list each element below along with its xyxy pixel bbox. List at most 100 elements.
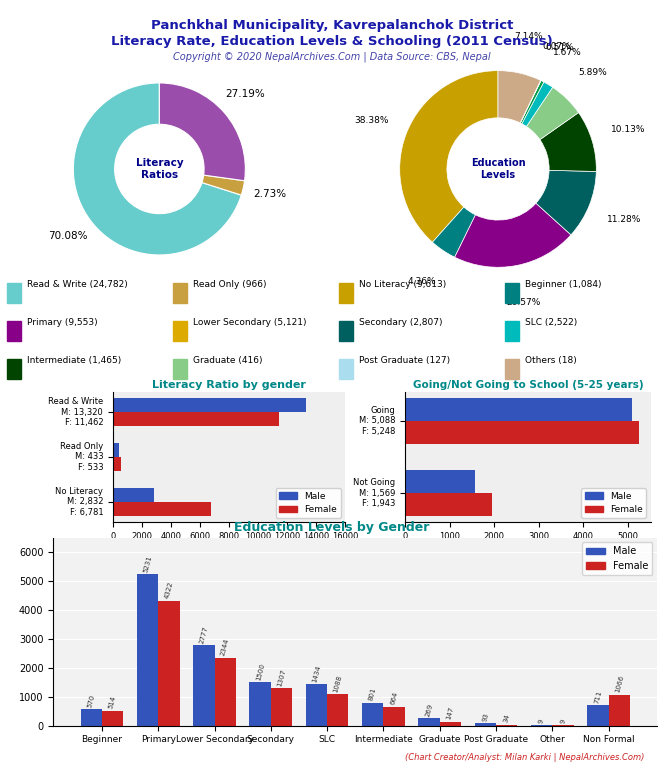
Text: Others (18): Others (18) bbox=[525, 356, 576, 365]
Bar bbox=[137, 574, 158, 726]
Text: 570: 570 bbox=[86, 694, 96, 708]
Bar bbox=[271, 688, 292, 726]
FancyBboxPatch shape bbox=[173, 283, 187, 303]
Text: Graduate (416): Graduate (416) bbox=[193, 356, 262, 365]
Wedge shape bbox=[520, 81, 541, 123]
Bar bbox=[405, 470, 475, 493]
Bar bbox=[158, 601, 180, 726]
Text: 2344: 2344 bbox=[220, 638, 230, 657]
Text: 10.13%: 10.13% bbox=[611, 125, 645, 134]
Text: 1307: 1307 bbox=[276, 668, 287, 687]
Text: 34: 34 bbox=[503, 713, 511, 723]
Wedge shape bbox=[498, 71, 540, 123]
FancyBboxPatch shape bbox=[7, 321, 21, 341]
Bar bbox=[383, 707, 405, 726]
Legend: Male, Female: Male, Female bbox=[581, 488, 646, 518]
Text: 801: 801 bbox=[368, 687, 377, 701]
Bar bbox=[214, 658, 236, 726]
Text: 4322: 4322 bbox=[164, 581, 174, 600]
Text: 1434: 1434 bbox=[311, 664, 321, 683]
Wedge shape bbox=[540, 113, 596, 171]
Legend: Male, Female: Male, Female bbox=[582, 542, 653, 575]
Text: 1500: 1500 bbox=[255, 662, 266, 681]
Bar bbox=[405, 398, 632, 421]
Text: 11.28%: 11.28% bbox=[607, 215, 641, 223]
Text: Literacy Rate, Education Levels & Schooling (2011 Census): Literacy Rate, Education Levels & School… bbox=[111, 35, 553, 48]
Text: 38.38%: 38.38% bbox=[354, 116, 388, 125]
Wedge shape bbox=[522, 82, 552, 127]
FancyBboxPatch shape bbox=[7, 283, 21, 303]
FancyBboxPatch shape bbox=[505, 283, 519, 303]
Text: 1.67%: 1.67% bbox=[553, 48, 582, 57]
Text: 27.19%: 27.19% bbox=[225, 89, 265, 99]
FancyBboxPatch shape bbox=[173, 359, 187, 379]
Bar bbox=[113, 412, 280, 426]
Wedge shape bbox=[536, 170, 596, 235]
Text: 2777: 2777 bbox=[199, 625, 209, 644]
Text: Panchkhal Municipality, Kavrepalanchok District: Panchkhal Municipality, Kavrepalanchok D… bbox=[151, 19, 513, 32]
Text: No Literacy (9,613): No Literacy (9,613) bbox=[359, 280, 446, 289]
Text: 5.89%: 5.89% bbox=[578, 68, 608, 77]
Text: Education Levels by Gender: Education Levels by Gender bbox=[234, 521, 430, 534]
Wedge shape bbox=[432, 207, 475, 257]
Text: Read Only (966): Read Only (966) bbox=[193, 280, 266, 289]
Text: 2.73%: 2.73% bbox=[254, 189, 287, 199]
Bar bbox=[587, 705, 608, 726]
Text: Copyright © 2020 NepalArchives.Com | Data Source: CBS, Nepal: Copyright © 2020 NepalArchives.Com | Dat… bbox=[173, 51, 491, 62]
Text: 20.57%: 20.57% bbox=[507, 298, 540, 306]
Text: 0.51%: 0.51% bbox=[545, 44, 574, 52]
Bar bbox=[405, 493, 491, 516]
Text: 9: 9 bbox=[538, 718, 545, 724]
Text: Primary (9,553): Primary (9,553) bbox=[27, 318, 97, 327]
Text: Education
Levels: Education Levels bbox=[471, 158, 525, 180]
Wedge shape bbox=[455, 204, 571, 267]
Bar bbox=[113, 457, 121, 472]
Bar bbox=[250, 682, 271, 726]
Bar bbox=[362, 703, 383, 726]
Legend: Male, Female: Male, Female bbox=[276, 488, 341, 518]
Wedge shape bbox=[73, 83, 241, 255]
Bar bbox=[327, 694, 349, 726]
Wedge shape bbox=[400, 71, 498, 242]
Text: 269: 269 bbox=[424, 703, 434, 717]
Wedge shape bbox=[521, 81, 544, 124]
Bar bbox=[418, 718, 440, 726]
Text: 0.07%: 0.07% bbox=[542, 42, 572, 51]
Wedge shape bbox=[202, 175, 244, 195]
Text: 93: 93 bbox=[481, 712, 489, 722]
Bar bbox=[440, 721, 461, 726]
Text: 5231: 5231 bbox=[142, 554, 153, 573]
Bar bbox=[113, 502, 211, 516]
Bar bbox=[102, 711, 124, 726]
Text: 4.36%: 4.36% bbox=[408, 277, 436, 286]
FancyBboxPatch shape bbox=[505, 359, 519, 379]
FancyBboxPatch shape bbox=[173, 321, 187, 341]
Bar bbox=[496, 725, 517, 726]
Text: 1066: 1066 bbox=[614, 675, 624, 694]
Text: 9: 9 bbox=[560, 718, 566, 724]
FancyBboxPatch shape bbox=[505, 321, 519, 341]
Text: Literacy
Ratios: Literacy Ratios bbox=[135, 158, 183, 180]
Text: SLC (2,522): SLC (2,522) bbox=[525, 318, 577, 327]
FancyBboxPatch shape bbox=[7, 359, 21, 379]
FancyBboxPatch shape bbox=[339, 321, 353, 341]
Text: Read & Write (24,782): Read & Write (24,782) bbox=[27, 280, 127, 289]
Bar bbox=[608, 695, 630, 726]
Bar bbox=[80, 710, 102, 726]
Text: 70.08%: 70.08% bbox=[48, 231, 88, 241]
Text: 514: 514 bbox=[108, 695, 118, 710]
Bar bbox=[475, 723, 496, 726]
Text: 711: 711 bbox=[593, 690, 602, 704]
Bar bbox=[405, 421, 639, 444]
Text: 1088: 1088 bbox=[333, 674, 343, 693]
Wedge shape bbox=[159, 83, 246, 180]
Text: (Chart Creator/Analyst: Milan Karki | NepalArchives.Com): (Chart Creator/Analyst: Milan Karki | Ne… bbox=[404, 753, 644, 762]
Text: 664: 664 bbox=[390, 691, 398, 705]
Bar bbox=[113, 488, 154, 502]
Text: Post Graduate (127): Post Graduate (127) bbox=[359, 356, 450, 365]
Bar bbox=[113, 398, 306, 412]
Text: Secondary (2,807): Secondary (2,807) bbox=[359, 318, 442, 327]
Title: Going/Not Going to School (5-25 years): Going/Not Going to School (5-25 years) bbox=[412, 379, 643, 389]
Text: 7.14%: 7.14% bbox=[514, 32, 542, 41]
Text: Intermediate (1,465): Intermediate (1,465) bbox=[27, 356, 121, 365]
